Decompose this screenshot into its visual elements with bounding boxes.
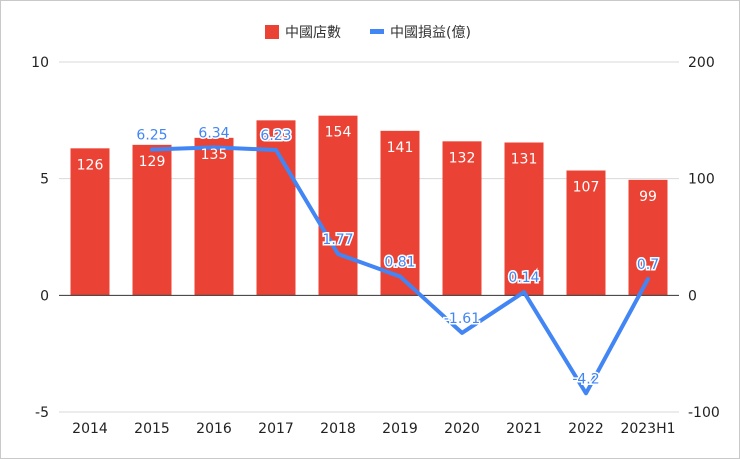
right-tick-label: 100 [688,172,715,188]
left-axis: -5 0 5 10 [31,55,49,421]
right-tick-label: 200 [688,55,715,71]
line-value-label: -4.2 [572,371,599,387]
line-data-labels: 6.25 6.34 6.23 1.77 0.81 -1.61 0.14 -4.2 0.7 [135,124,661,389]
right-tick-label: 0 [688,288,697,304]
bar-value-label: 135 [201,147,228,163]
bar [566,170,606,296]
bar [442,141,482,296]
legend-swatch-stores [265,25,279,39]
x-tick-label: 2015 [134,421,170,437]
left-tick-label: -5 [35,405,49,421]
bar [194,137,234,296]
x-tick-label: 2014 [72,421,108,437]
bar-value-label: 141 [387,140,414,156]
bar [504,142,544,296]
x-tick-label: 2018 [320,421,356,437]
x-axis: 2014 2015 2016 2017 2018 2019 2020 2021 2022 2023… [72,421,675,437]
x-tick-label: 2017 [258,421,294,437]
bar-value-label: 99 [639,189,657,205]
bar-value-label: 132 [449,150,476,166]
legend-swatch-profit [370,29,384,34]
legend-label-stores: 中國店數 [285,25,341,41]
bar-value-label: 129 [139,154,166,170]
left-tick-label: 0 [40,288,49,304]
x-tick-label: 2021 [506,421,542,437]
right-tick-label: -100 [688,405,720,421]
line-value-label: 0.7 [637,257,659,273]
x-tick-label: 2019 [382,421,418,437]
bar-value-label: 154 [325,125,352,141]
profit-line [150,145,650,396]
line-value-label: 6.25 [136,128,167,144]
bar-value-label: 150 [263,129,290,145]
bar-value-label: 131 [511,152,538,168]
x-tick-label: 2016 [196,421,232,437]
line-value-label: -1.61 [444,311,480,327]
bar [70,148,110,296]
line-value-label: 0.81 [384,254,415,270]
bar [380,130,420,296]
left-tick-label: 5 [40,172,49,188]
bar-value-label: 126 [77,157,104,173]
x-tick-label: 2020 [444,421,480,437]
line-value-label: 0.14 [508,270,539,286]
line-series [150,145,650,396]
line-value-label: 6.34 [198,125,229,141]
bar-value-label: 107 [573,180,600,196]
line-value-label: 6.23 [260,128,291,144]
x-tick-label: 2023H1 [620,421,675,437]
x-tick-label: 2022 [568,421,604,437]
bar [318,115,358,296]
bar [628,179,668,296]
line-value-label: 1.77 [322,232,353,248]
left-tick-label: 10 [31,55,49,71]
legend: 中國店數 中國損益(億) [265,25,471,41]
bar [132,144,172,296]
bar-data-labels: 126 129 135 150 154 141 132 131 107 99 [77,125,657,205]
right-axis: -100 0 100 200 [688,55,720,421]
bar-series [70,115,668,296]
bar [256,120,296,296]
legend-label-profit: 中國損益(億) [390,25,471,41]
